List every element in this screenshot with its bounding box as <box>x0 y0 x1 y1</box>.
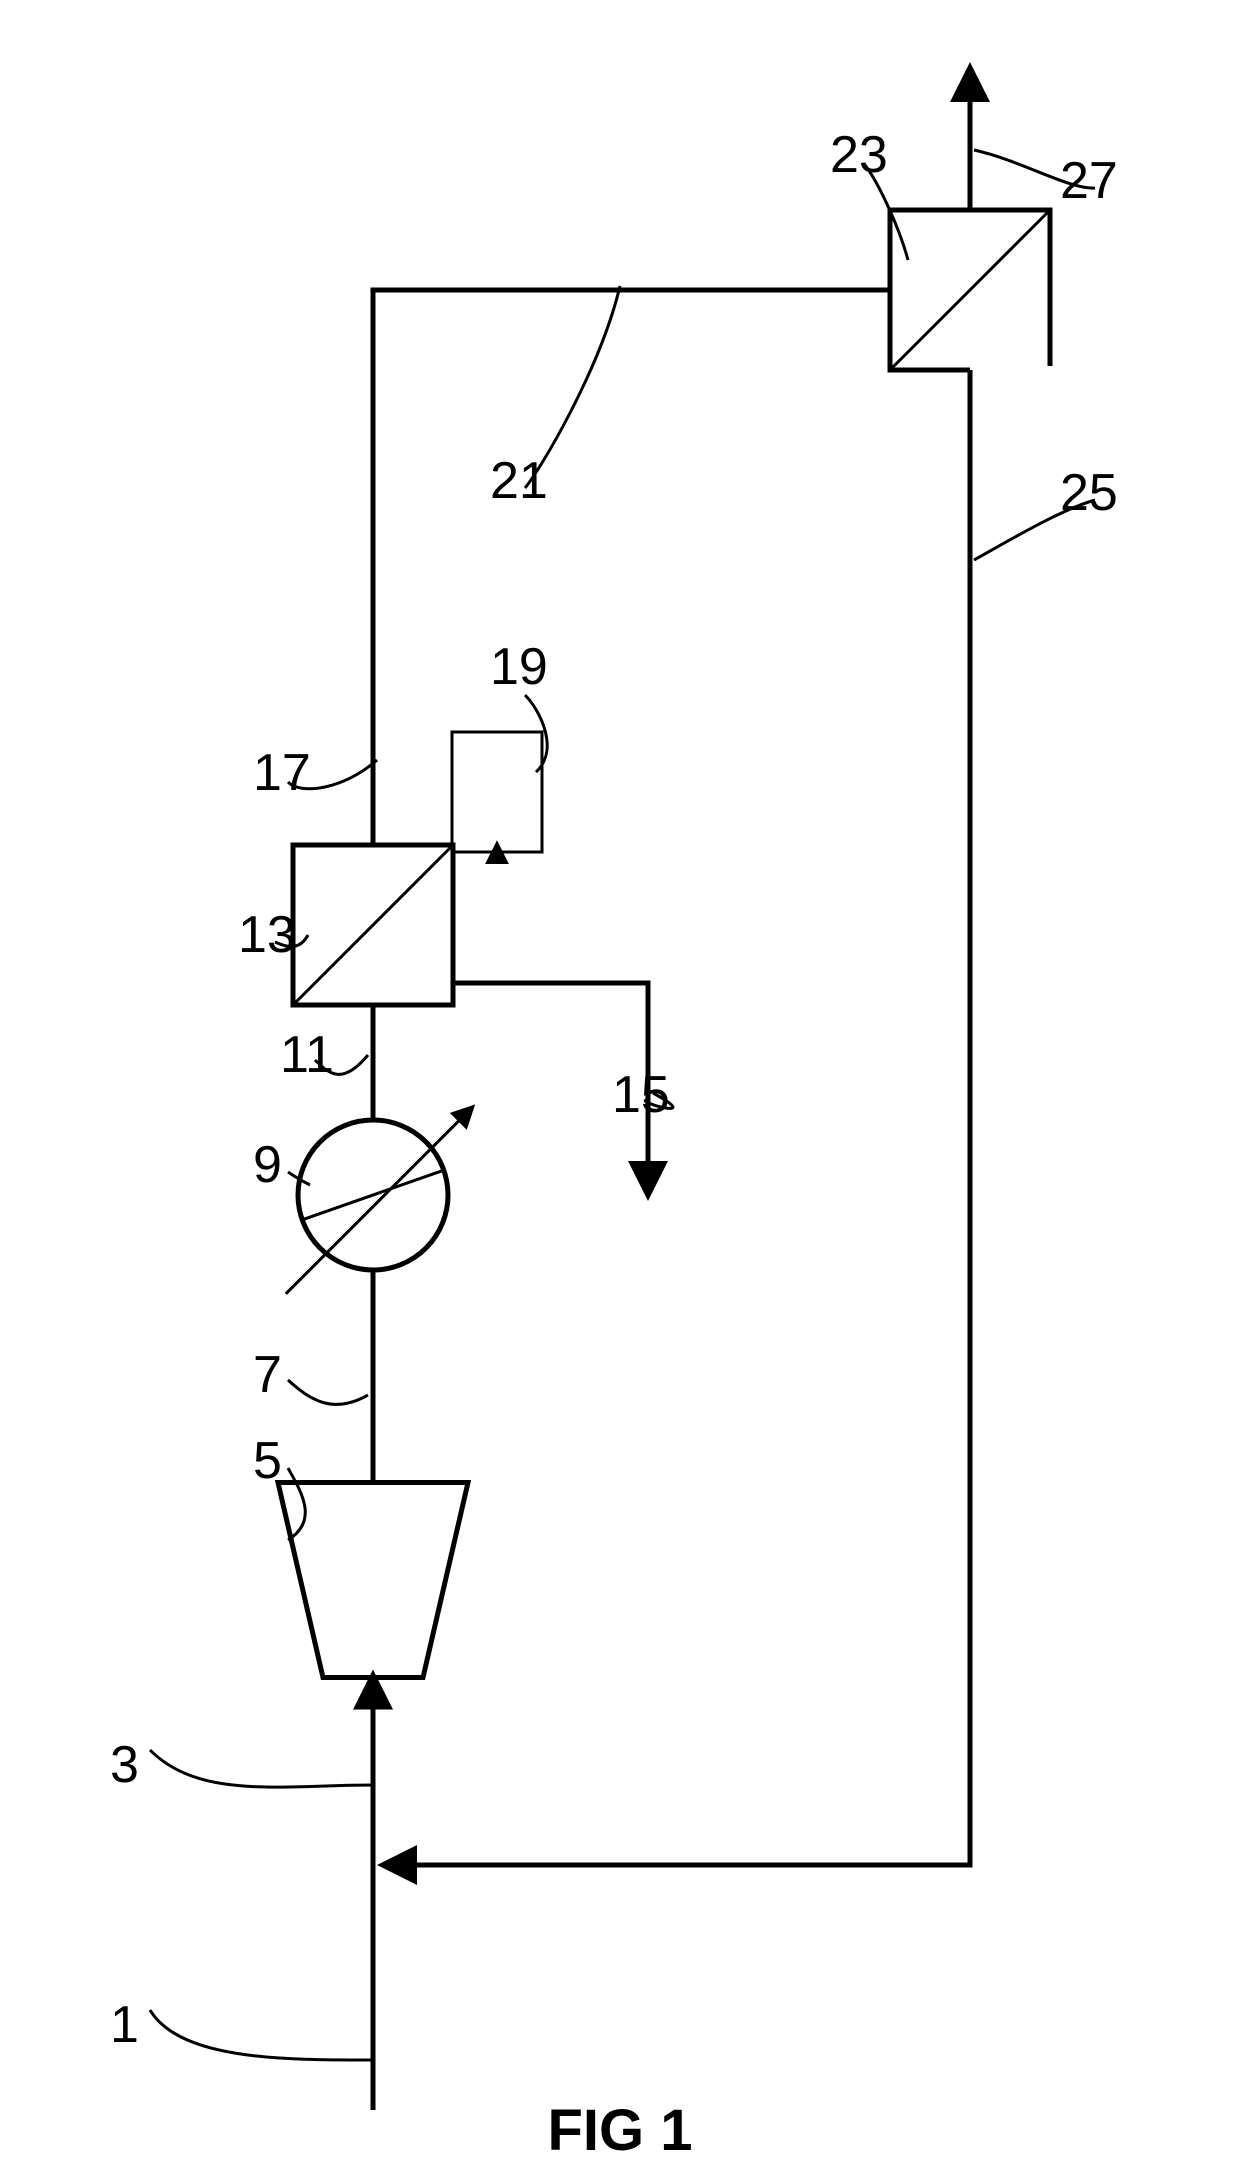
ref-label-9: 9 <box>253 1136 282 1194</box>
process-flow-diagram: 13579111315171921232527 FIG 1 <box>0 0 1240 2182</box>
ref-label-21: 21 <box>490 452 548 510</box>
ref-label-25: 25 <box>1060 464 1118 522</box>
stream-25 <box>385 370 970 1865</box>
ref-label-11: 11 <box>280 1026 334 1084</box>
figure-title: FIG 1 <box>547 2098 692 2163</box>
ref-label-15: 15 <box>612 1066 670 1124</box>
ref-label-23: 23 <box>830 126 888 184</box>
ref-label-19: 19 <box>490 638 548 696</box>
ref-label-7: 7 <box>253 1346 282 1404</box>
ref-label-5: 5 <box>253 1432 282 1490</box>
ref-label-3: 3 <box>110 1736 139 1794</box>
ref-label-13: 13 <box>238 906 296 964</box>
ref-label-1: 1 <box>110 1996 139 2054</box>
ref-label-27: 27 <box>1060 152 1118 210</box>
ref-label-17: 17 <box>253 744 311 802</box>
tank <box>452 732 542 852</box>
